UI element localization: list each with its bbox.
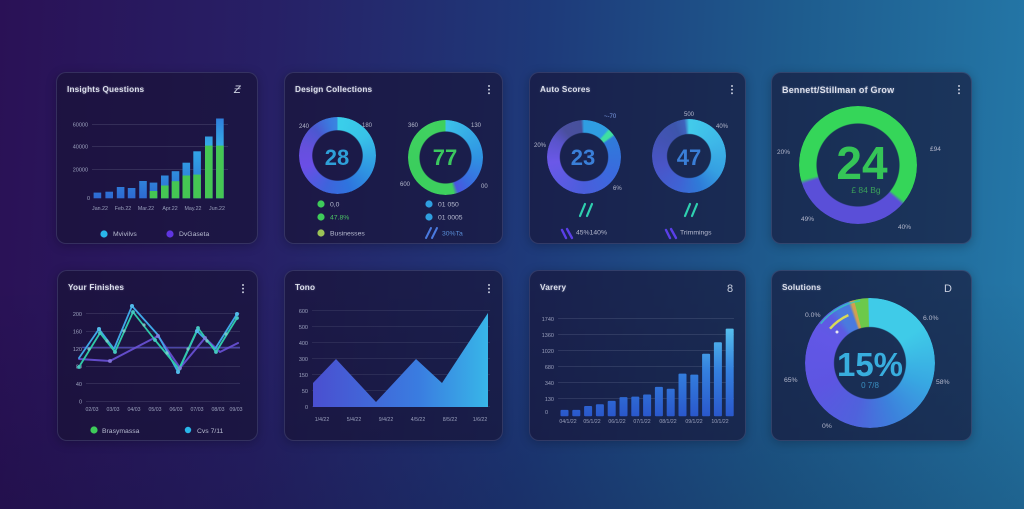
svg-text:4/5/22: 4/5/22 — [411, 417, 426, 423]
svg-text:1/4/22: 1/4/22 — [315, 417, 330, 423]
svg-text:40%: 40% — [716, 124, 729, 130]
svg-text:130: 130 — [545, 397, 554, 403]
svg-text:£94: £94 — [930, 146, 941, 153]
svg-text:49%: 49% — [801, 216, 814, 223]
svg-text:~-70: ~-70 — [604, 114, 617, 120]
svg-text:5/4/22: 5/4/22 — [347, 417, 362, 423]
svg-text:400: 400 — [299, 341, 308, 347]
svg-text:0.0%: 0.0% — [805, 312, 821, 319]
svg-text:600: 600 — [400, 182, 411, 188]
svg-text:08/1/22: 08/1/22 — [659, 419, 676, 425]
svg-text:1/6/22: 1/6/22 — [473, 417, 488, 423]
svg-text:Jun.22: Jun.22 — [209, 206, 225, 212]
svg-text:00: 00 — [481, 184, 488, 190]
svg-text:Businesses: Businesses — [330, 231, 365, 238]
svg-text:340: 340 — [545, 381, 554, 387]
svg-text:1360: 1360 — [542, 333, 554, 339]
svg-text:06/03: 06/03 — [170, 407, 183, 413]
svg-text:9/4/22: 9/4/22 — [379, 417, 394, 423]
svg-text:130: 130 — [471, 123, 482, 129]
svg-text:6%: 6% — [613, 186, 622, 192]
svg-text:04/03: 04/03 — [128, 407, 141, 413]
svg-text:47.8%: 47.8% — [330, 215, 349, 222]
svg-text:40000: 40000 — [73, 145, 88, 151]
svg-text:58%: 58% — [936, 379, 950, 386]
svg-text:0%: 0% — [822, 423, 832, 430]
svg-text:500: 500 — [684, 112, 695, 118]
svg-text:30%Ta: 30%Ta — [442, 231, 463, 238]
svg-text:05/03: 05/03 — [149, 407, 162, 413]
svg-text:40%: 40% — [898, 224, 911, 231]
svg-text:10/1/22: 10/1/22 — [711, 419, 728, 425]
svg-text:200: 200 — [73, 312, 82, 318]
svg-text:07/03: 07/03 — [191, 407, 204, 413]
svg-text:Mar.22: Mar.22 — [138, 206, 154, 212]
svg-text:20000: 20000 — [73, 168, 88, 174]
svg-text:Feb.22: Feb.22 — [115, 206, 132, 212]
svg-text:20%: 20% — [534, 143, 547, 149]
svg-text:May.22: May.22 — [185, 206, 202, 212]
svg-text:1740: 1740 — [542, 317, 554, 323]
svg-text:06/1/22: 06/1/22 — [608, 419, 625, 425]
svg-text:0: 0 — [79, 400, 82, 406]
svg-text:120: 120 — [73, 347, 82, 353]
svg-text:Cvs 7/11: Cvs 7/11 — [197, 428, 224, 435]
svg-text:01 0005: 01 0005 — [438, 215, 463, 222]
svg-text:6.0%: 6.0% — [923, 315, 939, 322]
svg-text:20%: 20% — [777, 149, 790, 156]
svg-text:0,0: 0,0 — [330, 202, 340, 209]
svg-text:160: 160 — [73, 330, 82, 336]
svg-text:600: 600 — [299, 309, 308, 315]
svg-text:04/1/22: 04/1/22 — [559, 419, 576, 425]
svg-text:0: 0 — [545, 410, 548, 416]
svg-text:0: 0 — [305, 405, 308, 411]
svg-text:1020: 1020 — [542, 349, 554, 355]
svg-text:Brasymassa: Brasymassa — [102, 428, 140, 435]
svg-text:DvGaseta: DvGaseta — [179, 231, 209, 238]
svg-text:500: 500 — [299, 325, 308, 331]
svg-text:150: 150 — [299, 373, 308, 379]
svg-text:0: 0 — [87, 196, 90, 202]
svg-text:Apr.22: Apr.22 — [162, 206, 177, 212]
svg-text:60000: 60000 — [73, 123, 88, 129]
svg-text:Mvivilvs: Mvivilvs — [113, 231, 137, 238]
svg-text:02/03: 02/03 — [86, 407, 99, 413]
svg-text:65%: 65% — [784, 377, 798, 384]
svg-text:240: 240 — [299, 124, 310, 130]
svg-text:03/03: 03/03 — [107, 407, 120, 413]
svg-text:45%140%: 45%140% — [576, 230, 607, 237]
svg-text:09/1/22: 09/1/22 — [685, 419, 702, 425]
svg-text:40: 40 — [76, 382, 82, 388]
svg-text:180: 180 — [362, 123, 373, 129]
svg-text:360: 360 — [408, 123, 419, 129]
svg-text:50: 50 — [302, 389, 308, 395]
svg-text:01 050: 01 050 — [438, 202, 459, 209]
svg-text:05/1/22: 05/1/22 — [583, 419, 600, 425]
svg-text:07/1/22: 07/1/22 — [633, 419, 650, 425]
svg-text:300: 300 — [299, 357, 308, 363]
svg-text:Trimmings: Trimmings — [680, 230, 712, 237]
svg-text:680: 680 — [545, 365, 554, 371]
svg-text:8/5/22: 8/5/22 — [443, 417, 458, 423]
svg-text:09/03: 09/03 — [230, 407, 243, 413]
svg-text:08/03: 08/03 — [212, 407, 225, 413]
svg-text:Jan.22: Jan.22 — [92, 206, 108, 212]
